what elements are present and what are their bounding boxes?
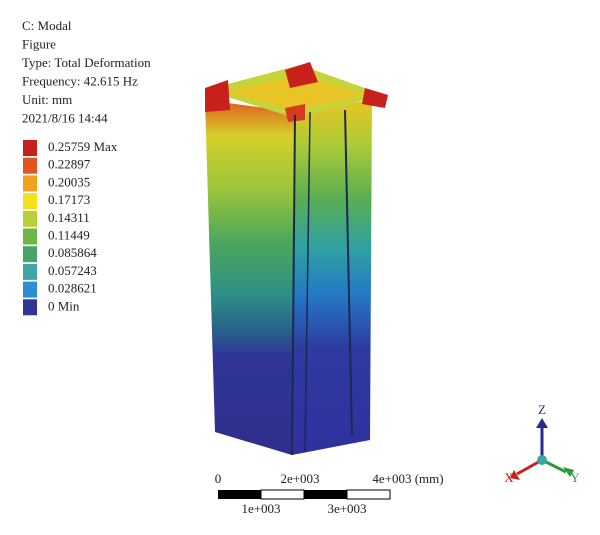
column-model [205, 62, 388, 456]
scale-label: 2e+003 [280, 471, 319, 486]
header-line: C: Modal [22, 18, 72, 33]
header-line: Frequency: 42.615 Hz [22, 73, 138, 88]
legend-swatch [23, 263, 37, 280]
header-line: 2021/8/16 14:44 [22, 110, 108, 125]
axis-label: X [504, 470, 514, 485]
legend-label: 0.11449 [48, 227, 90, 242]
scale-label: 3e+003 [327, 501, 366, 516]
legend-swatch [23, 210, 37, 227]
scale-label: 4e+003 (mm) [372, 471, 443, 486]
legend-label: 0.085864 [48, 245, 97, 260]
legend-swatch [23, 299, 37, 316]
legend-swatch [23, 246, 37, 263]
legend-label: 0.22897 [48, 157, 91, 172]
legend-label: 0.028621 [48, 281, 97, 296]
legend-label: 0.14311 [48, 210, 90, 225]
legend-label: 0 Min [48, 298, 80, 313]
scale-label: 0 [215, 471, 222, 486]
axis-triad [510, 418, 574, 480]
legend-label: 0.25759 Max [48, 139, 118, 154]
legend-label: 0.17173 [48, 192, 90, 207]
axis-label: Y [570, 470, 580, 485]
legend-label: 0.057243 [48, 263, 97, 278]
scale-bar [218, 489, 391, 500]
header-line: Figure [22, 36, 56, 51]
legend-swatch [23, 228, 37, 245]
legend-swatch [23, 193, 37, 210]
header-line: Type: Total Deformation [22, 55, 151, 70]
scale-label: 1e+003 [241, 501, 280, 516]
legend-swatch [23, 281, 37, 298]
header-line: Unit: mm [22, 92, 72, 107]
axis-label: Z [538, 402, 546, 417]
legend-swatch [23, 140, 37, 156]
legend-swatch [23, 175, 37, 192]
legend-swatch [23, 157, 37, 174]
legend-label: 0.20035 [48, 174, 90, 189]
